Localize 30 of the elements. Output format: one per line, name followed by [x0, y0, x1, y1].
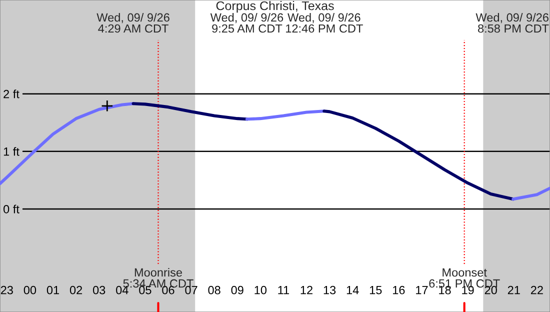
x-tick-label: 15 — [370, 286, 382, 294]
x-tick-label: 03 — [92, 286, 106, 294]
y-tick-label: 1 ft — [4, 147, 20, 156]
x-tick-label: 21 — [508, 286, 520, 294]
x-tick-label: 20 — [484, 286, 497, 294]
x-tick-label: 01 — [46, 286, 59, 294]
chart-title: Corpus Christi, Texas — [216, 1, 334, 13]
x-tick-label: 23 — [0, 286, 13, 294]
x-tick-label: 19 — [462, 286, 474, 294]
x-tick-label: 17 — [416, 286, 428, 294]
annotation: Wed, 09/ 9/26 12:46 PM CDT — [286, 13, 363, 33]
annotation: Wed, 09/ 9/26 4:29 AM CDT — [96, 13, 170, 33]
x-tick-label: 12 — [300, 286, 312, 294]
x-tick-label: 09 — [231, 286, 244, 294]
x-tick-label: 02 — [70, 286, 82, 294]
x-tick-label: 22 — [530, 286, 543, 294]
x-tick-label: 11 — [278, 286, 290, 294]
x-tick-label: 13 — [324, 286, 336, 294]
x-tick-label: 05 — [139, 286, 152, 294]
annotation: Wed, 09/ 9/26 9:25 AM CDT — [210, 13, 284, 33]
x-tick-label: 14 — [346, 286, 359, 294]
x-tick-label: 00 — [24, 286, 36, 294]
x-tick-label: 07 — [185, 286, 198, 294]
y-tick-label: 0 ft — [4, 204, 20, 214]
y-tick-label: 2 ft — [4, 90, 20, 98]
x-tick-label: 10 — [254, 286, 267, 294]
annotation: Wed, 09/ 9/26 8:58 PM CDT — [476, 13, 549, 33]
x-tick-label: 08 — [208, 286, 220, 294]
x-tick-label: 04 — [116, 286, 128, 294]
x-tick-label: 16 — [393, 286, 405, 294]
